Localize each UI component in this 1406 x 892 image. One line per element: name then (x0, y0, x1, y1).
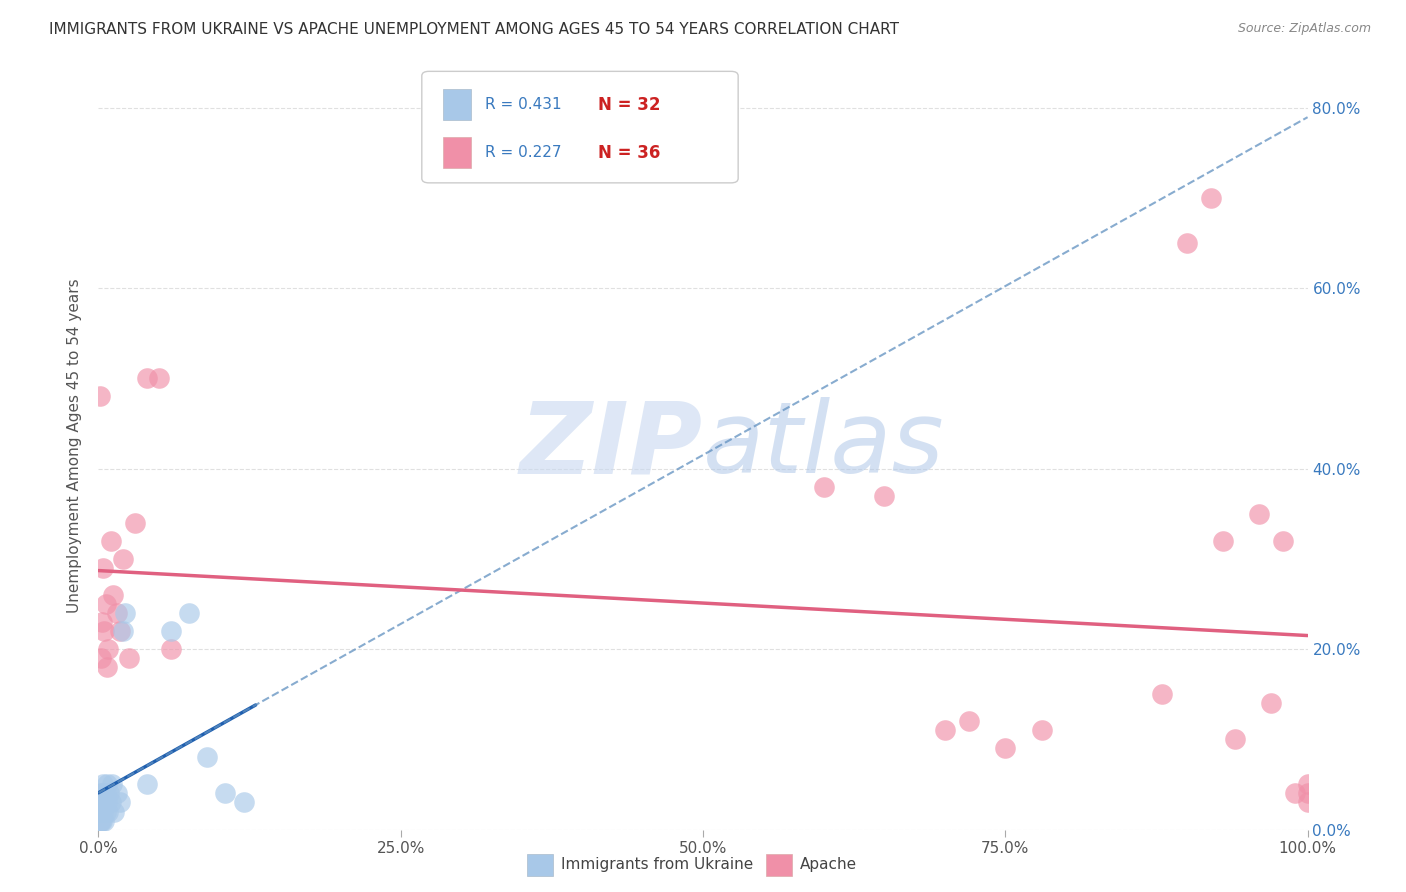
Point (93, 796, 115, 810)
Point (135, 777, 157, 791)
Point (105, 606, 128, 620)
Point (96, 777, 118, 791)
Point (873, 489, 896, 503)
Point (1249, 507, 1271, 521)
Point (89, 805, 111, 819)
Text: R = 0.227: R = 0.227 (485, 145, 561, 161)
Point (91, 814, 114, 828)
Point (1272, 533, 1295, 548)
Point (111, 551, 134, 566)
Text: N = 36: N = 36 (598, 144, 659, 161)
Text: R = 0.431: R = 0.431 (485, 97, 561, 112)
Point (1296, 796, 1319, 810)
Point (957, 714, 980, 729)
Point (100, 777, 122, 791)
Text: Apache: Apache (800, 857, 858, 872)
Point (93, 814, 115, 828)
Point (1199, 191, 1222, 205)
Point (813, 480, 835, 494)
Point (1175, 235, 1198, 250)
Point (1284, 787, 1306, 801)
Point (101, 588, 124, 602)
Point (94, 787, 117, 801)
Point (89, 814, 111, 828)
Text: IMMIGRANTS FROM UKRAINE VS APACHE UNEMPLOYMENT AMONG AGES 45 TO 54 YEARS CORRELA: IMMIGRANTS FROM UKRAINE VS APACHE UNEMPL… (49, 22, 900, 37)
Point (94, 597, 117, 611)
Point (1223, 732, 1246, 747)
Y-axis label: Unemployment Among Ages 45 to 54 years: Unemployment Among Ages 45 to 54 years (67, 278, 83, 614)
Point (94, 805, 117, 819)
Point (90, 787, 112, 801)
Point (97, 642, 120, 657)
Point (124, 516, 146, 530)
Point (934, 723, 956, 738)
Point (91, 777, 114, 791)
Point (232, 796, 254, 810)
Point (89, 796, 111, 810)
Point (103, 805, 125, 819)
Point (100, 533, 122, 548)
Point (97, 805, 120, 819)
Point (108, 796, 131, 810)
Point (91, 805, 114, 819)
Point (91, 796, 114, 810)
Point (91, 787, 114, 801)
Point (100, 796, 122, 810)
Point (1296, 777, 1319, 791)
Point (179, 606, 201, 620)
Point (90, 814, 112, 828)
Text: Source: ZipAtlas.com: Source: ZipAtlas.com (1237, 22, 1371, 36)
Point (1212, 533, 1234, 548)
Point (1152, 687, 1174, 701)
Text: Immigrants from Ukraine: Immigrants from Ukraine (561, 857, 754, 872)
Point (96, 660, 118, 674)
Point (111, 624, 134, 638)
Point (91, 615, 114, 629)
Text: atlas: atlas (703, 398, 945, 494)
Point (93, 624, 115, 638)
Point (1260, 696, 1282, 710)
Point (90, 651, 112, 665)
Point (148, 371, 170, 385)
Point (160, 624, 183, 638)
Point (195, 750, 218, 764)
Point (214, 787, 236, 801)
Point (1296, 787, 1319, 801)
Point (96, 796, 118, 810)
Point (89, 389, 111, 403)
Point (1031, 723, 1053, 738)
Text: ZIP: ZIP (520, 398, 703, 494)
Point (994, 741, 1017, 756)
Point (105, 787, 128, 801)
Point (135, 371, 157, 385)
Point (90, 805, 112, 819)
Point (108, 624, 131, 638)
Point (118, 651, 141, 665)
Point (160, 642, 183, 657)
Point (98, 787, 121, 801)
Point (91, 561, 114, 575)
Point (114, 606, 136, 620)
Text: N = 32: N = 32 (598, 95, 659, 113)
